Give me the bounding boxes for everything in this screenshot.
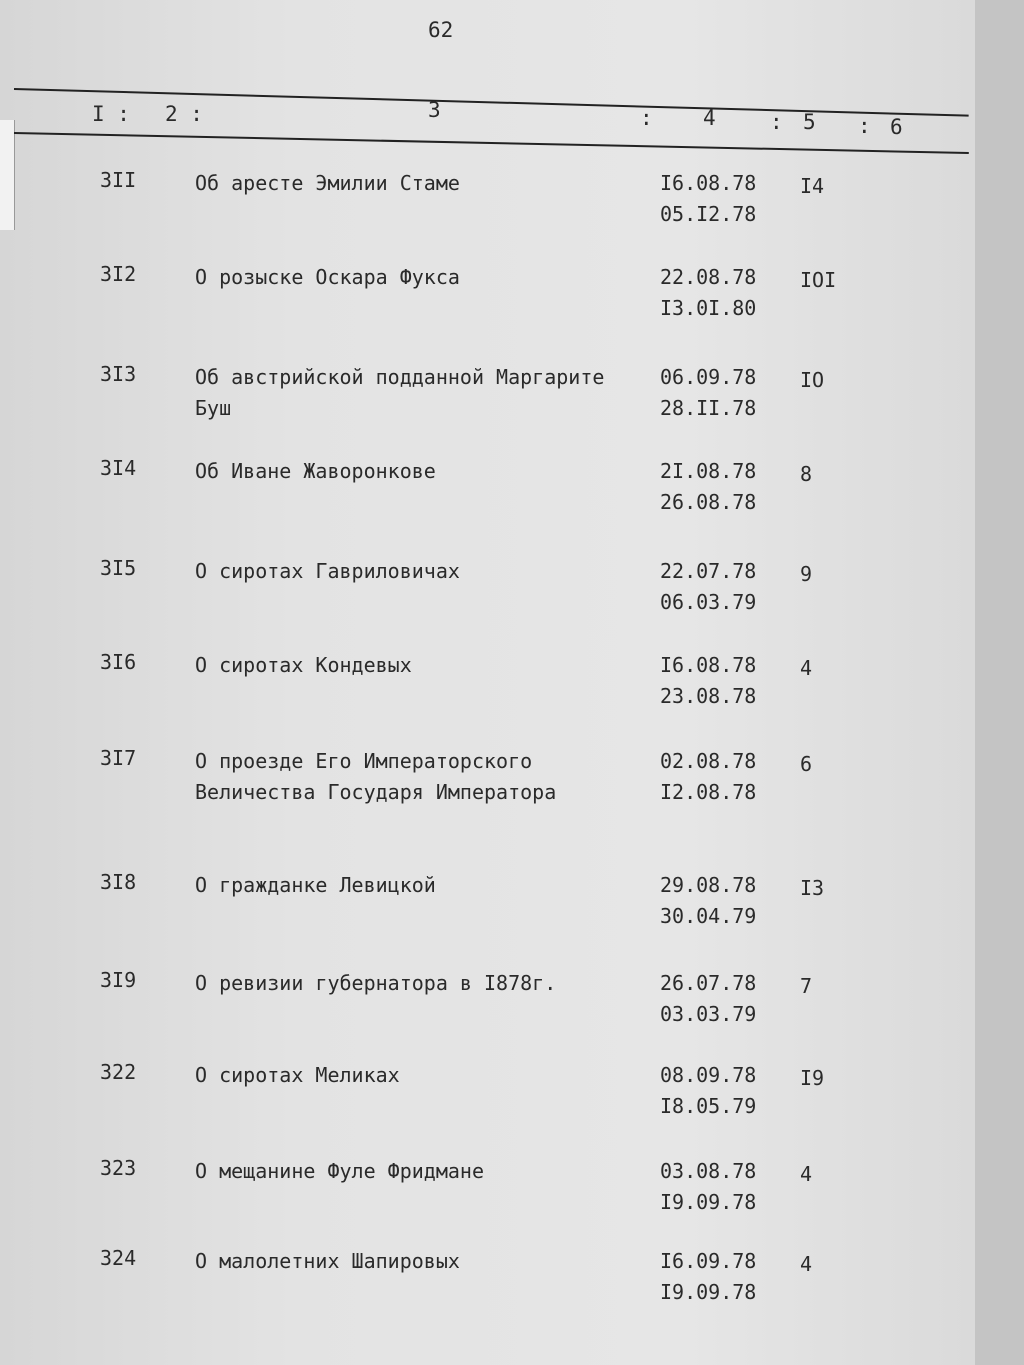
sheet-count: 4 bbox=[800, 1162, 813, 1186]
file-title: О сиротах Меликах bbox=[195, 1063, 400, 1087]
file-number: 3I7 bbox=[100, 746, 137, 770]
page-number: 62 bbox=[428, 18, 454, 42]
end-date: 30.04.79 bbox=[660, 904, 757, 928]
end-date: I9.09.78 bbox=[660, 1190, 757, 1214]
file-dates: I6.09.78 I9.09.78 bbox=[660, 1246, 756, 1308]
header-col-6: 6 bbox=[890, 115, 903, 139]
file-number: 3I2 bbox=[100, 262, 137, 286]
sheet-count: 4 bbox=[800, 656, 813, 680]
file-number: 3I8 bbox=[100, 870, 137, 894]
sheet-count: 4 bbox=[800, 1252, 813, 1276]
start-date: 02.08.78 bbox=[660, 749, 757, 773]
header-top-rule bbox=[13, 88, 969, 117]
file-dates: I6.08.78 05.I2.78 bbox=[660, 168, 756, 230]
file-number: 3I4 bbox=[100, 456, 137, 480]
file-dates: 22.08.78 I3.0I.80 bbox=[660, 262, 756, 324]
file-number: 3I5 bbox=[100, 556, 137, 580]
end-date: 05.I2.78 bbox=[660, 202, 757, 226]
sheet-count: I3 bbox=[800, 876, 825, 900]
end-date: I8.05.79 bbox=[660, 1094, 757, 1118]
end-date: 28.II.78 bbox=[660, 396, 757, 420]
header-sep: : bbox=[858, 114, 871, 138]
file-title: Об аресте Эмилии Стаме bbox=[195, 171, 460, 195]
header-col-3: 3 bbox=[428, 98, 441, 122]
file-dates: 29.08.78 30.04.79 bbox=[660, 870, 756, 932]
file-dates: 02.08.78 I2.08.78 bbox=[660, 746, 756, 808]
document-page: 62 I : 2 : 3 : 4 : 5 : 6 3II Об аресте Э… bbox=[0, 0, 975, 1365]
sheet-count: IOI bbox=[800, 268, 837, 292]
header-col-4: 4 bbox=[703, 106, 716, 130]
end-date: I3.0I.80 bbox=[660, 296, 757, 320]
file-number: 3I3 bbox=[100, 362, 137, 386]
header-col-1: I : bbox=[92, 102, 130, 126]
file-dates: 26.07.78 03.03.79 bbox=[660, 968, 756, 1030]
header-sep: : bbox=[770, 110, 783, 134]
file-dates: 03.08.78 I9.09.78 bbox=[660, 1156, 756, 1218]
sheet-count: 8 bbox=[800, 462, 813, 486]
file-title: О мещанине Фуле Фридмане bbox=[195, 1159, 484, 1183]
start-date: I6.08.78 bbox=[660, 171, 757, 195]
end-date: 26.08.78 bbox=[660, 490, 757, 514]
file-dates: I6.08.78 23.08.78 bbox=[660, 650, 756, 712]
file-number: 324 bbox=[100, 1246, 137, 1270]
file-title: О проезде Его Императорского Величества … bbox=[195, 749, 557, 804]
start-date: 2I.08.78 bbox=[660, 459, 757, 483]
file-number: 322 bbox=[100, 1060, 137, 1084]
sheet-count: 9 bbox=[800, 562, 813, 586]
sheet-count: IO bbox=[800, 368, 825, 392]
start-date: 08.09.78 bbox=[660, 1063, 757, 1087]
header-sep: : bbox=[640, 106, 653, 130]
file-number: 3I9 bbox=[100, 968, 137, 992]
end-date: I9.09.78 bbox=[660, 1280, 757, 1304]
file-title: О малолетних Шапировых bbox=[195, 1249, 460, 1273]
end-date: I2.08.78 bbox=[660, 780, 757, 804]
sheet-count: 7 bbox=[800, 974, 813, 998]
file-dates: 06.09.78 28.II.78 bbox=[660, 362, 756, 424]
adjacent-page-edge bbox=[0, 120, 15, 230]
file-dates: 2I.08.78 26.08.78 bbox=[660, 456, 756, 518]
header-col-5: 5 bbox=[803, 110, 816, 134]
start-date: I6.08.78 bbox=[660, 653, 757, 677]
sheet-count: I9 bbox=[800, 1066, 825, 1090]
file-dates: 08.09.78 I8.05.79 bbox=[660, 1060, 756, 1122]
file-dates: 22.07.78 06.03.79 bbox=[660, 556, 756, 618]
sheet-count: I4 bbox=[800, 174, 825, 198]
end-date: 03.03.79 bbox=[660, 1002, 757, 1026]
file-title: О сиротах Кондевых bbox=[195, 653, 412, 677]
start-date: 03.08.78 bbox=[660, 1159, 757, 1183]
start-date: I6.09.78 bbox=[660, 1249, 757, 1273]
start-date: 26.07.78 bbox=[660, 971, 757, 995]
start-date: 29.08.78 bbox=[660, 873, 757, 897]
file-number: 3II bbox=[100, 168, 137, 192]
start-date: 06.09.78 bbox=[660, 365, 757, 389]
end-date: 23.08.78 bbox=[660, 684, 757, 708]
end-date: 06.03.79 bbox=[660, 590, 757, 614]
file-title: О ревизии губернатора в I878г. bbox=[195, 971, 557, 995]
sheet-count: 6 bbox=[800, 752, 813, 776]
file-title: О розыске Оскара Фукса bbox=[195, 265, 460, 289]
start-date: 22.07.78 bbox=[660, 559, 757, 583]
file-title: О сиротах Гавриловичах bbox=[195, 559, 460, 583]
header-bottom-rule bbox=[13, 132, 969, 154]
file-number: 323 bbox=[100, 1156, 137, 1180]
file-number: 3I6 bbox=[100, 650, 137, 674]
page-edge-background bbox=[975, 0, 1024, 1365]
start-date: 22.08.78 bbox=[660, 265, 757, 289]
file-title: Об австрийской подданной Маргарите Буш bbox=[195, 365, 605, 420]
file-title: Об Иване Жаворонкове bbox=[195, 459, 436, 483]
file-title: О гражданке Левицкой bbox=[195, 873, 436, 897]
header-col-2: 2 : bbox=[165, 102, 203, 126]
